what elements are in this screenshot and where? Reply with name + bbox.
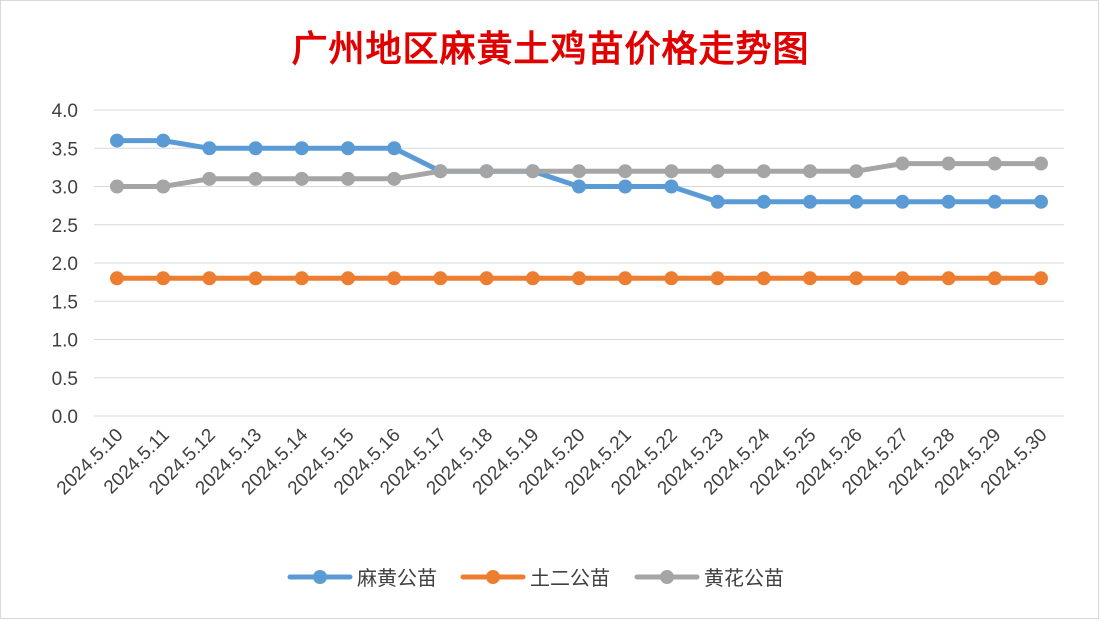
data-point bbox=[110, 179, 124, 194]
y-tick-label: 4.0 bbox=[52, 101, 78, 122]
data-point bbox=[479, 271, 494, 286]
data-point bbox=[664, 164, 679, 179]
data-point bbox=[895, 194, 910, 209]
data-point bbox=[294, 271, 309, 286]
data-point bbox=[572, 179, 586, 194]
data-point bbox=[1034, 194, 1048, 209]
data-point bbox=[248, 271, 263, 286]
legend-item: 麻黄公苗 bbox=[287, 566, 437, 590]
data-point bbox=[941, 271, 956, 286]
data-point bbox=[572, 271, 586, 286]
data-point bbox=[756, 194, 771, 209]
legend-label: 麻黄公苗 bbox=[357, 566, 437, 590]
x-axis-tick-labels: 2024.5.102024.5.112024.5.122024.5.132024… bbox=[53, 424, 1052, 499]
data-point bbox=[941, 156, 956, 171]
data-point bbox=[664, 179, 679, 194]
data-point bbox=[618, 271, 633, 286]
data-point bbox=[387, 171, 402, 186]
data-point bbox=[433, 271, 448, 286]
legend-marker bbox=[486, 570, 500, 584]
data-point bbox=[248, 141, 263, 156]
y-tick-label: 0.0 bbox=[52, 407, 78, 428]
data-point bbox=[987, 271, 1002, 286]
data-point bbox=[756, 271, 771, 286]
y-tick-label: 3.5 bbox=[52, 139, 78, 160]
data-point bbox=[710, 271, 725, 286]
y-tick-label: 1.5 bbox=[52, 292, 78, 313]
legend-item: 黄花公苗 bbox=[634, 566, 784, 590]
y-tick-label: 0.5 bbox=[52, 369, 78, 390]
data-point bbox=[987, 156, 1002, 171]
data-point bbox=[341, 141, 355, 156]
data-point bbox=[895, 156, 910, 171]
legend-item: 土二公苗 bbox=[460, 566, 610, 590]
series-2 bbox=[110, 271, 1048, 286]
data-point bbox=[479, 164, 494, 179]
data-point bbox=[618, 164, 633, 179]
data-point bbox=[803, 271, 817, 286]
data-point bbox=[849, 164, 864, 179]
series-3 bbox=[110, 156, 1048, 194]
data-point bbox=[156, 179, 171, 194]
data-point bbox=[294, 141, 309, 156]
series-lines bbox=[110, 133, 1048, 286]
data-point bbox=[618, 179, 633, 194]
data-point bbox=[387, 271, 402, 286]
data-point bbox=[248, 171, 263, 186]
data-point bbox=[710, 194, 725, 209]
data-point bbox=[710, 164, 725, 179]
data-point bbox=[202, 171, 217, 186]
y-tick-label: 2.0 bbox=[52, 254, 78, 275]
data-point bbox=[987, 194, 1002, 209]
data-point bbox=[387, 141, 402, 156]
legend: 麻黄公苗 土二公苗 黄花公苗 bbox=[287, 566, 784, 590]
data-point bbox=[341, 271, 355, 286]
data-point bbox=[110, 133, 124, 148]
data-point bbox=[572, 164, 586, 179]
data-point bbox=[110, 271, 124, 286]
data-point bbox=[156, 133, 171, 148]
data-point bbox=[756, 164, 771, 179]
legend-label: 土二公苗 bbox=[530, 566, 610, 590]
legend-marker bbox=[660, 570, 674, 584]
y-tick-label: 3.0 bbox=[52, 178, 78, 199]
legend-label: 黄花公苗 bbox=[704, 566, 784, 590]
data-point bbox=[525, 271, 540, 286]
data-point bbox=[202, 141, 217, 156]
data-point bbox=[1034, 271, 1048, 286]
data-point bbox=[341, 171, 355, 186]
data-point bbox=[1034, 156, 1048, 171]
data-point bbox=[803, 194, 817, 209]
data-point bbox=[803, 164, 817, 179]
data-point bbox=[849, 194, 864, 209]
data-point bbox=[941, 194, 956, 209]
data-point bbox=[433, 164, 448, 179]
chart-title: 广州地区麻黄土鸡苗价格走势图 bbox=[291, 28, 810, 70]
data-point bbox=[156, 271, 171, 286]
data-point bbox=[202, 271, 217, 286]
y-axis-tick-labels: 0.0 0.5 1.0 1.5 2.0 2.5 3.0 3.5 4.0 bbox=[52, 101, 78, 428]
legend-marker bbox=[313, 570, 327, 584]
data-point bbox=[849, 271, 864, 286]
data-point bbox=[525, 164, 540, 179]
data-point bbox=[664, 271, 679, 286]
y-tick-label: 1.0 bbox=[52, 331, 78, 352]
y-tick-label: 2.5 bbox=[52, 216, 78, 237]
grid-lines bbox=[94, 109, 1064, 417]
data-point bbox=[294, 171, 309, 186]
data-point bbox=[895, 271, 910, 286]
